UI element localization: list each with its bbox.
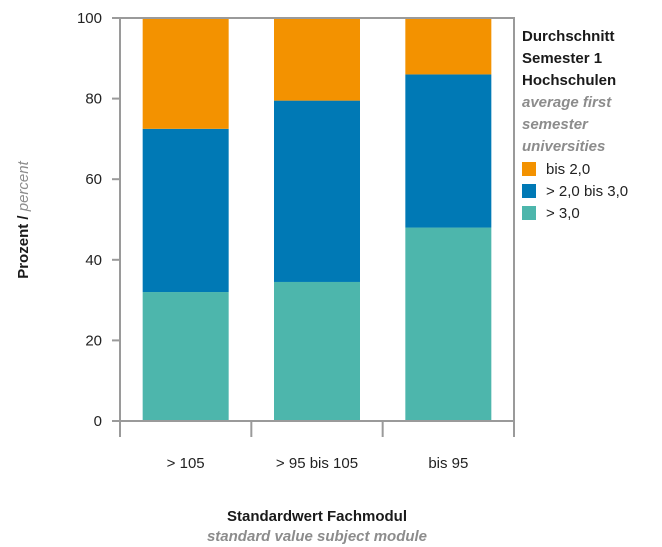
legend-subtitle-line-2: semester [522,116,588,133]
legend-swatch-1 [522,206,536,220]
legend-title-line-3: Hochschulen [522,72,617,89]
y-axis-title: Prozent / percent [15,160,32,278]
legend-label-3: bis 2,0 [546,160,591,178]
x-category-label-1: > 105 [167,455,205,472]
bar-3-series-3 [405,18,492,75]
y-axis-title-main: Prozent [15,224,32,279]
legend-item-3: bis 2,0 [522,158,662,180]
legend-title-line-2: Semester 1 [522,50,603,67]
y-tick-label-20: 20 [85,332,102,349]
y-axis-title-sub: percent [15,160,32,212]
x-category-labels: > 105 > 95 bis 105 bis 95 [167,455,469,472]
legend-item-1: > 3,0 [522,202,662,224]
legend-subtitle-line-1: average first [522,94,612,111]
bar-2-series-2 [274,100,360,282]
x-category-label-2: > 95 bis 105 [276,455,358,472]
y-tick-label-60: 60 [85,171,102,188]
y-axis-title-separator: / [15,211,32,224]
legend-title-line-1: Durchschnitt [522,28,615,45]
legend-swatch-2 [522,184,536,198]
axes-group [112,17,515,437]
y-tick-label-100: 100 [77,10,102,27]
bar-2-series-1 [274,281,360,421]
legend-item-2: > 2,0 bis 3,0 [522,180,662,202]
y-tick-label-40: 40 [85,252,102,269]
bar-2-series-3 [274,18,360,101]
bar-1-series-2 [142,128,229,293]
bar-3-series-1 [405,227,492,421]
x-axis-title-main: Standardwert Fachmodul [226,508,408,525]
y-tick-label-80: 80 [85,91,102,108]
bars-group [142,18,492,421]
legend-swatch-3 [522,162,536,176]
legend-subtitle-line-3: universities [522,138,606,155]
y-tick-labels: 0 20 40 60 80 100 [77,10,102,430]
y-tick-label-0: 0 [94,413,102,430]
legend-items: bis 2,0 > 2,0 bis 3,0 > 3,0 [522,158,662,224]
legend-label-2: > 2,0 bis 3,0 [546,182,629,200]
bar-1-series-1 [142,292,229,421]
legend-label-1: > 3,0 [546,204,580,222]
x-category-label-3: bis 95 [428,455,468,472]
legend: Durchschnitt Semester 1 Hochschulen aver… [522,26,662,224]
bar-3-series-2 [405,74,492,228]
plot-frame [119,17,515,422]
x-axis-title-sub: standard value subject module [206,528,428,545]
bar-1-series-3 [142,18,229,129]
